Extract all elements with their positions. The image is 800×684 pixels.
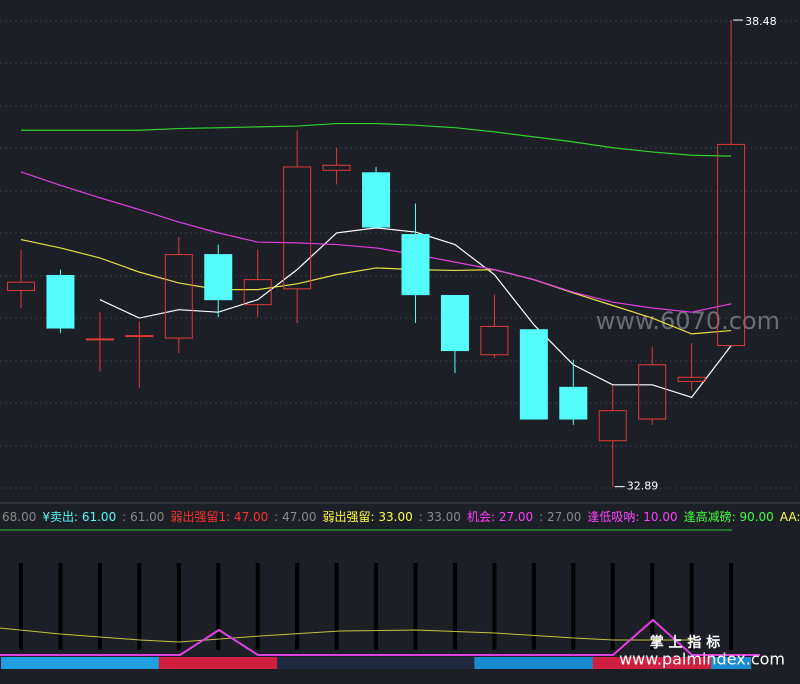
color-strip: [198, 657, 239, 669]
color-strip: [474, 657, 515, 669]
indicator-text: 逢低吸呐: 10.00: [587, 510, 678, 524]
candle-body: [480, 325, 509, 356]
grid: [0, 20, 800, 489]
indicator-text: ¥卖出: 61.00: [42, 510, 117, 524]
candle-body: [283, 166, 312, 290]
candle-body: [638, 364, 667, 420]
indicator-text: : 27.00: [539, 510, 582, 524]
candle-body: [204, 254, 233, 301]
color-strip: [434, 657, 475, 669]
candle-body: [598, 410, 627, 442]
candle-body: [559, 386, 588, 420]
color-strip: [316, 657, 357, 669]
indicator-text: 弱出强留1: 47.00: [170, 510, 269, 524]
color-strip: [237, 657, 278, 669]
color-strip: [513, 657, 554, 669]
low-label: 32.89: [627, 480, 659, 493]
color-strip: [40, 657, 81, 669]
indicator-text: 机会: 27.00: [466, 510, 534, 524]
indicator-text: : 33.00: [418, 510, 461, 524]
indicator-text: AA: 18.77: [779, 510, 800, 524]
ma-line: [20, 238, 732, 335]
indicator-yellow: [0, 627, 700, 643]
candle-body: [243, 279, 272, 306]
candle-body: [677, 376, 706, 382]
watermark: 掌 上 指 标: [650, 634, 721, 651]
high-label: 38.48: [745, 15, 777, 28]
color-strip: [119, 657, 160, 669]
color-strip: [356, 657, 397, 669]
color-strip: [277, 657, 318, 669]
candle-body: [362, 172, 391, 228]
color-strip: [553, 657, 594, 669]
color-strip: [1, 657, 41, 669]
candle-body: [164, 254, 193, 339]
candle-body: [717, 143, 746, 347]
candle-body: [322, 164, 351, 171]
color-strip: [592, 657, 633, 669]
ma-line: [20, 171, 732, 313]
indicator-text: 弱出强留: 33.00: [322, 510, 413, 524]
candle-body: [401, 234, 430, 296]
candle-body: [46, 274, 75, 329]
color-strip: [632, 657, 673, 669]
indicator-magenta: [0, 618, 760, 656]
color-strip: [158, 657, 199, 669]
candle-body: [7, 281, 35, 291]
candle-body: [125, 335, 154, 338]
color-strip: [79, 657, 120, 669]
indicator-text: 逢高减磅: 90.00: [683, 510, 774, 524]
candle-body: [519, 329, 548, 420]
watermark: www.palmindex.com: [619, 650, 785, 669]
lower-panel: [1, 563, 752, 669]
color-strip: [671, 657, 712, 669]
color-strip: [711, 657, 752, 669]
indicator-bar: 68.00 ¥卖出: 61.00 : 61.00 弱出强留1: 47.00 : 47.0…: [2, 508, 800, 526]
candle-body: [85, 338, 114, 341]
ma-line: [21, 122, 732, 157]
indicator-text: : 47.00: [274, 510, 317, 524]
candle-body: [440, 294, 469, 352]
color-strip: [395, 657, 436, 669]
indicator-text: : 61.00: [122, 510, 165, 524]
indicator-text: 68.00: [2, 510, 37, 524]
